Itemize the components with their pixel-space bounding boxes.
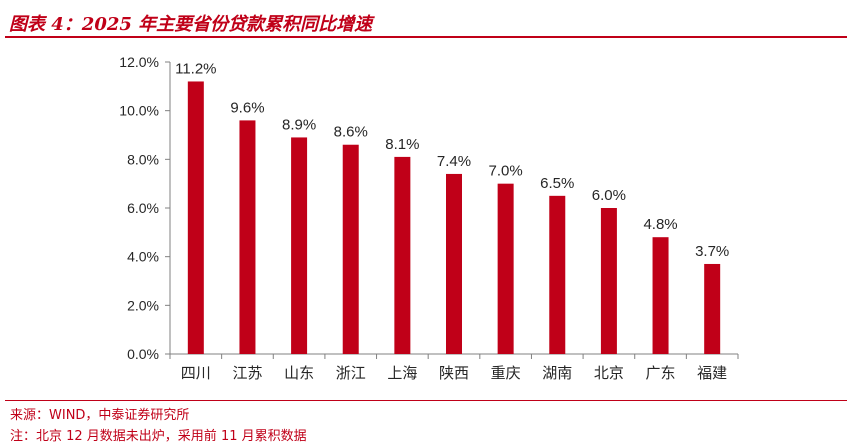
bar-重庆: [497, 183, 514, 354]
category-label: 江苏: [232, 364, 262, 382]
y-tick-label: 8.0%: [127, 151, 159, 167]
y-tick-label: 10.0%: [119, 103, 159, 119]
category-label: 四川: [181, 364, 211, 382]
data-label: 4.8%: [643, 216, 677, 233]
bar-山东: [291, 137, 308, 354]
category-label: 北京: [594, 364, 624, 382]
bar-福建: [704, 263, 721, 354]
footnote: 注：北京 12 月数据未出炉，采用前 11 月累积数据: [10, 429, 307, 444]
data-label: 7.0%: [489, 163, 523, 180]
category-label: 浙江: [336, 364, 366, 382]
y-tick-label: 0.0%: [127, 346, 159, 362]
bar-湖南: [549, 195, 566, 354]
bar-陕西: [446, 173, 462, 354]
data-label: 6.0%: [592, 187, 626, 204]
y-tick-label: 12.0%: [119, 54, 159, 70]
y-tick-label: 6.0%: [127, 200, 159, 216]
category-label: 湖南: [542, 364, 572, 382]
data-label: 6.5%: [540, 175, 574, 192]
data-label: 9.6%: [230, 99, 264, 116]
category-label: 广东: [646, 364, 676, 382]
category-label: 上海: [387, 364, 417, 382]
data-label: 8.1%: [385, 136, 419, 153]
bar-上海: [394, 156, 411, 354]
chart-title: 图表 4：2025 年主要省份贷款累积同比增速: [9, 14, 373, 35]
footer-divider: [5, 400, 847, 401]
bar-浙江: [342, 144, 359, 354]
data-label: 11.2%: [175, 60, 216, 77]
data-label: 8.6%: [334, 124, 368, 141]
title-bar: 图表 4：2025 年主要省份贷款累积同比增速: [5, 6, 847, 38]
y-tick-label: 2.0%: [127, 297, 159, 313]
bar-chart: 0.0% 2.0% 4.0% 6.0% 8.0% 10.0% 12.0% 11.2% 四川 9.6…: [119, 54, 739, 382]
source-note: 来源：WIND，中泰证券研究所: [10, 408, 190, 423]
bar-江苏: [239, 120, 256, 355]
data-label: 8.9%: [282, 116, 316, 133]
data-label: 3.7%: [695, 243, 729, 260]
y-tick-label: 4.0%: [127, 249, 159, 265]
category-label: 山东: [284, 364, 314, 382]
category-label: 重庆: [491, 364, 521, 382]
bar-四川: [187, 81, 204, 354]
bar-广东: [652, 237, 669, 354]
data-label: 7.4%: [437, 153, 471, 170]
bar-北京: [600, 208, 617, 354]
category-label: 福建: [697, 364, 727, 382]
category-label: 陕西: [439, 364, 469, 382]
